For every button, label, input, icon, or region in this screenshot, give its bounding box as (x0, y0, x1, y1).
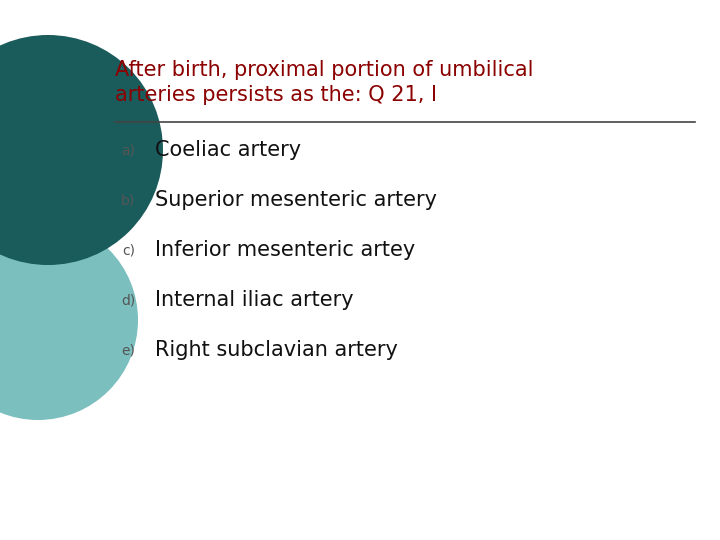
Text: After birth, proximal portion of umbilical: After birth, proximal portion of umbilic… (115, 60, 534, 80)
Text: Internal iliac artery: Internal iliac artery (155, 290, 354, 310)
Text: b): b) (121, 193, 135, 207)
Text: c): c) (122, 243, 135, 257)
Circle shape (0, 35, 163, 265)
Text: Inferior mesenteric artey: Inferior mesenteric artey (155, 240, 415, 260)
Text: Superior mesenteric artery: Superior mesenteric artery (155, 190, 437, 210)
Text: e): e) (121, 343, 135, 357)
Text: Right subclavian artery: Right subclavian artery (155, 340, 398, 360)
Circle shape (0, 220, 138, 420)
Text: Coeliac artery: Coeliac artery (155, 140, 301, 160)
Text: arteries persists as the: Q 21, I: arteries persists as the: Q 21, I (115, 85, 437, 105)
Text: a): a) (121, 143, 135, 157)
Text: d): d) (121, 293, 135, 307)
